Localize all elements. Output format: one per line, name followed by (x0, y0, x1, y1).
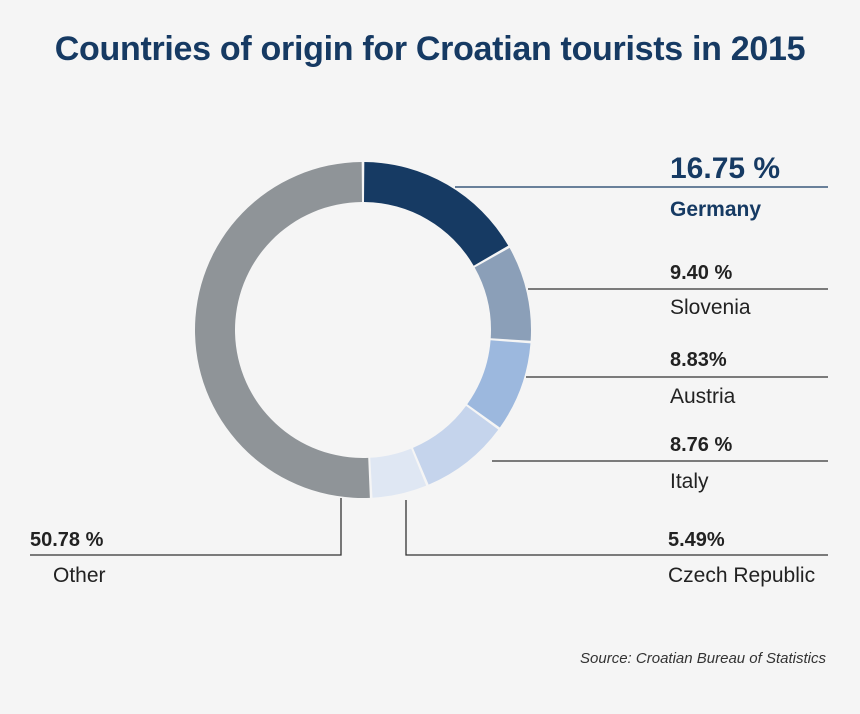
chart-title: Countries of origin for Croatian tourist… (54, 30, 806, 68)
slice-czech-republic (370, 448, 427, 498)
leader-line-other (30, 498, 342, 556)
value-label-czech-republic: 5.49% (668, 529, 725, 551)
value-label-slovenia: 9.40 % (670, 262, 732, 284)
slice-austria (467, 340, 531, 428)
leader-line-czech-republic (405, 500, 828, 556)
value-label-italy: 8.76 % (670, 434, 732, 456)
name-label-austria: Austria (670, 385, 736, 408)
value-label-germany: 16.75 % (670, 152, 780, 185)
source-note: Source: Croatian Bureau of Statistics (580, 650, 826, 667)
value-label-austria: 8.83% (670, 349, 727, 371)
slice-italy (413, 405, 499, 485)
name-label-other: Other (53, 564, 106, 587)
slice-other (194, 162, 370, 498)
name-label-slovenia: Slovenia (670, 296, 751, 319)
slice-germany (364, 162, 509, 266)
value-label-other: 50.78 % (30, 529, 104, 551)
name-label-italy: Italy (670, 470, 709, 493)
slice-slovenia (474, 247, 531, 341)
name-label-germany: Germany (670, 198, 761, 221)
name-label-czech-republic: Czech Republic (668, 564, 815, 587)
